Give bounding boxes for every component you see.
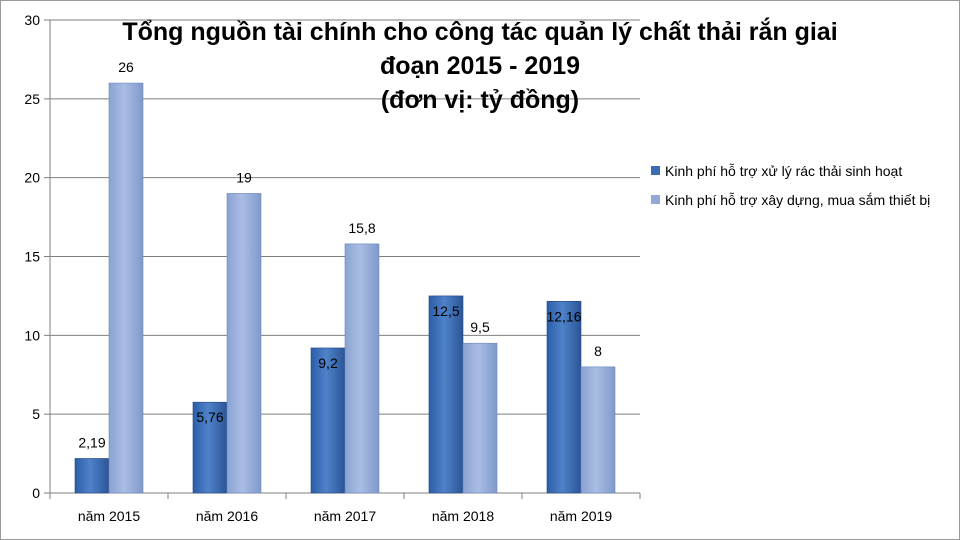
legend-swatch-series-2 bbox=[651, 195, 660, 204]
data-label-series-1: 9,2 bbox=[318, 355, 338, 371]
legend-label-series-2: Kinh phí hỗ trợ xây dựng, mua sắm thiết … bbox=[665, 192, 930, 208]
y-tick-label: 30 bbox=[24, 12, 40, 28]
bar-series-1 bbox=[74, 458, 110, 494]
chart-title-line-2: đoạn 2015 - 2019 bbox=[380, 52, 580, 80]
y-tick-label: 25 bbox=[24, 91, 40, 107]
y-tick-label: 0 bbox=[32, 485, 40, 501]
bar-series-1 bbox=[192, 401, 228, 494]
y-tick-label: 20 bbox=[24, 170, 40, 186]
y-tick-label: 5 bbox=[32, 406, 40, 422]
data-label-series-1: 5,76 bbox=[196, 409, 223, 425]
y-tick-label: 10 bbox=[24, 327, 40, 343]
x-category-label: năm 2015 bbox=[78, 508, 140, 524]
data-label-series-2: 26 bbox=[118, 59, 134, 75]
data-label-series-1: 12,5 bbox=[432, 303, 459, 319]
bar-series-1 bbox=[546, 300, 582, 494]
data-label-series-2: 19 bbox=[236, 169, 252, 185]
bar-series-2 bbox=[344, 243, 380, 494]
data-label-series-2: 9,5 bbox=[470, 319, 490, 335]
chart-title-line-3: (đơn vị: tỷ đồng) bbox=[381, 86, 579, 114]
bar-series-2 bbox=[462, 342, 498, 494]
data-label-series-1: 2,19 bbox=[78, 434, 105, 450]
y-tick-label: 15 bbox=[24, 249, 40, 265]
legend: Kinh phí hỗ trợ xử lý rác thải sinh hoạt… bbox=[651, 163, 930, 208]
bar-series-1 bbox=[428, 295, 464, 494]
bar-series-1 bbox=[310, 347, 346, 494]
bar-series-2 bbox=[108, 82, 144, 494]
x-category-label: năm 2018 bbox=[432, 508, 494, 524]
data-label-series-2: 15,8 bbox=[348, 220, 375, 236]
bar-series-2 bbox=[226, 193, 262, 494]
legend-label-series-1: Kinh phí hỗ trợ xử lý rác thải sinh hoạt bbox=[665, 163, 902, 179]
x-category-label: năm 2017 bbox=[314, 508, 376, 524]
legend-swatch-series-1 bbox=[651, 166, 660, 175]
bar-series-2 bbox=[580, 366, 616, 494]
data-label-series-1: 12,16 bbox=[546, 308, 581, 324]
data-label-series-2: 8 bbox=[594, 343, 602, 359]
chart-title-line-1: Tổng nguồn tài chính cho công tác quản l… bbox=[122, 16, 837, 46]
x-category-label: năm 2016 bbox=[196, 508, 258, 524]
x-category-label: năm 2019 bbox=[550, 508, 612, 524]
